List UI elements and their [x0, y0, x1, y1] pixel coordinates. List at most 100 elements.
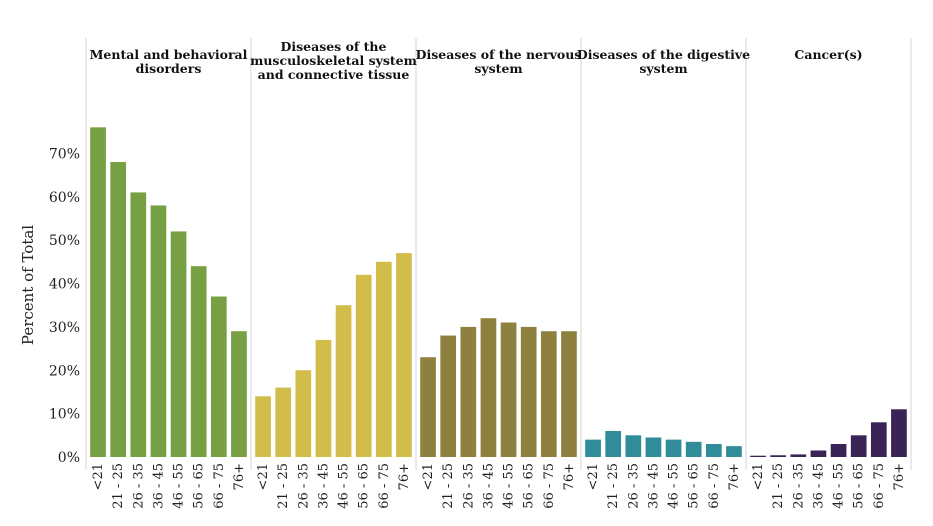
x-tick-label: 36 - 45 [811, 463, 826, 509]
bar [190, 266, 207, 457]
bar [90, 127, 106, 457]
x-tick-label: 66 - 75 [377, 463, 392, 509]
x-tick-label: 66 - 75 [707, 463, 722, 509]
y-tick-label: 0% [58, 450, 80, 466]
bar [705, 443, 722, 457]
x-tick-label: 76+ [397, 463, 412, 490]
bar [810, 450, 827, 457]
panel-title-line: system [639, 61, 687, 76]
x-tick-label: 21 - 25 [441, 463, 456, 509]
bar [726, 446, 742, 457]
x-tick-label: 26 - 35 [791, 463, 806, 509]
panel-title-line: disorders [136, 61, 202, 76]
x-tick-label: 46 - 55 [337, 463, 352, 509]
bar [645, 437, 662, 457]
bar [520, 326, 537, 458]
bar [685, 441, 702, 457]
x-tick-label: 76+ [232, 463, 247, 490]
bar [585, 439, 601, 457]
panel-title-line: musculoskeletal system [250, 53, 417, 68]
y-axis-ticks: 0% 10% 20% 30% 40% 50% 60% 70% [49, 146, 80, 466]
bar [440, 335, 457, 457]
x-tick-label: 56 - 65 [852, 463, 867, 509]
y-tick-label: 40% [49, 277, 80, 293]
y-tick-label: 30% [49, 320, 80, 336]
x-tick-label: <21 [91, 463, 106, 490]
panel-title: Cancer(s) [794, 47, 862, 62]
x-tick-label: 21 - 25 [771, 463, 786, 509]
x-tick-label: 66 - 75 [542, 463, 557, 509]
x-axis-ticks: <21 21 - 25 26 - 35 36 - 45 46 - 55 56 - 65 66… [91, 463, 907, 509]
bar [110, 162, 127, 458]
bar [460, 326, 477, 458]
panel-title: Diseases of the musculoskeletal system and… [250, 39, 417, 82]
x-tick-label: 66 - 75 [212, 463, 227, 509]
x-tick-label: 56 - 65 [357, 463, 372, 509]
x-tick-label: 66 - 75 [872, 463, 887, 509]
bar [355, 274, 372, 457]
x-tick-label: 26 - 35 [461, 463, 476, 509]
x-tick-label: 76+ [892, 463, 907, 490]
x-tick-label: 56 - 65 [192, 463, 207, 509]
x-tick-label: <21 [586, 463, 601, 490]
bar [790, 454, 807, 457]
x-tick-label: 36 - 45 [646, 463, 661, 509]
bar [870, 422, 887, 457]
x-tick-label: 56 - 65 [687, 463, 702, 509]
x-tick-label: 46 - 55 [832, 463, 847, 509]
x-tick-label: 21 - 25 [606, 463, 621, 509]
x-tick-label: 56 - 65 [522, 463, 537, 509]
x-tick-label: <21 [421, 463, 436, 490]
panel-title-line: system [474, 61, 522, 76]
bar [275, 387, 292, 457]
panel-dividers [85, 38, 912, 470]
y-tick-label: 50% [49, 233, 80, 249]
x-tick-label: 26 - 35 [626, 463, 641, 509]
y-axis-title: Percent of Total [19, 225, 37, 345]
panel-title-line: Cancer(s) [794, 47, 862, 62]
x-tick-label: 76+ [727, 463, 742, 490]
x-tick-label: <21 [751, 463, 766, 490]
bar [770, 455, 787, 457]
panel-title-line: Diseases of the nervous [416, 47, 582, 62]
bar [540, 331, 557, 457]
bar [830, 443, 847, 457]
bar [665, 439, 682, 457]
bar [210, 296, 227, 457]
panel-title-line: Mental and behavioral [90, 47, 248, 62]
bar [561, 331, 577, 457]
x-tick-label: 46 - 55 [667, 463, 682, 509]
x-tick-label: 21 - 25 [111, 463, 126, 509]
x-tick-label: 21 - 25 [276, 463, 291, 509]
bar [130, 192, 147, 457]
bar [170, 231, 187, 457]
bar [605, 430, 622, 457]
y-tick-label: 70% [49, 146, 80, 162]
bar [891, 409, 907, 457]
bar [255, 396, 271, 457]
x-tick-label: 76+ [562, 463, 577, 490]
panel-title-line: Diseases of the [281, 39, 387, 54]
bar [315, 339, 332, 457]
bar [335, 305, 352, 457]
bars [90, 127, 907, 458]
panel-title: Diseases of the digestive system [577, 47, 750, 76]
bar [750, 455, 766, 457]
bar [500, 322, 517, 457]
x-tick-label: 26 - 35 [296, 463, 311, 509]
panel-titles: Mental and behavioral disorders Diseases o… [90, 39, 863, 82]
bar [295, 370, 312, 457]
bar [480, 318, 497, 457]
x-tick-label: 46 - 55 [502, 463, 517, 509]
bar [420, 357, 436, 457]
x-tick-label: 36 - 45 [481, 463, 496, 509]
bar [850, 435, 867, 457]
bar [396, 253, 412, 457]
y-tick-label: 60% [49, 190, 80, 206]
bar [231, 331, 247, 457]
x-tick-label: 46 - 55 [172, 463, 187, 509]
bar [150, 205, 167, 457]
y-tick-label: 20% [49, 363, 80, 379]
bar [375, 261, 392, 457]
